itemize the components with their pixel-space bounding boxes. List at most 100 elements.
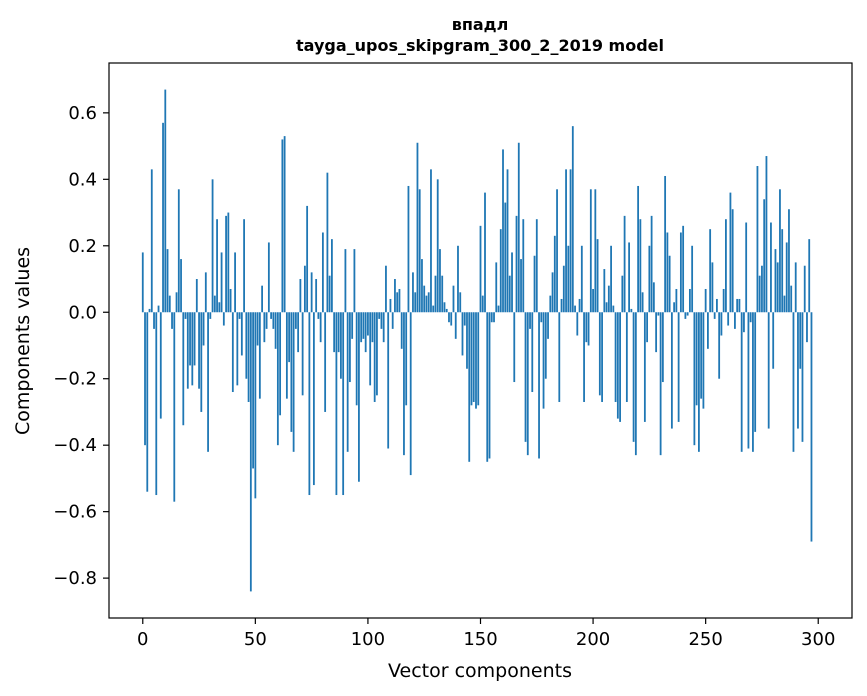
bar-168 [520,259,522,313]
bar-151 [481,295,484,313]
bar-120 [412,272,414,313]
bar-158 [497,305,500,313]
bar-244 [691,245,694,313]
bar-62 [281,139,284,313]
bar-17 [180,259,182,313]
bar-89 [342,312,345,496]
bar-38 [227,212,230,313]
x-tick-label: 100 [351,629,385,650]
bar-152 [484,192,486,313]
bar-257 [720,312,723,336]
bar-0 [141,252,144,313]
bar-231 [661,312,664,383]
bar-1 [144,312,146,446]
bar-75 [310,272,313,313]
x-tick-label: 200 [576,629,610,650]
bar-2 [146,312,149,492]
bar-11 [166,249,169,313]
y-tick-label: 0.4 [68,169,97,190]
bar-66 [290,312,293,432]
bar-4 [150,169,153,313]
bar-69 [297,312,300,353]
y-axis-ticks: −0.8 −0.6 −0.4 −0.2 0.0 0.2 0.4 0.6 [53,103,109,589]
bar-58 [272,312,275,329]
bar-31 [211,179,214,313]
bar-134 [443,302,446,313]
bar-200 [592,288,594,313]
bar-88 [340,312,342,379]
bar-216 [628,242,630,313]
bar-50 [254,312,257,499]
bar-202 [596,239,599,313]
bar-79 [319,312,322,343]
bar-133 [441,275,444,313]
bar-185 [558,312,561,402]
bar-32 [213,295,216,313]
bar-148 [475,312,477,409]
bar-249 [702,312,705,409]
bar-12 [168,295,171,313]
bar-265 [738,298,741,313]
bar-242 [686,312,689,316]
bar-205 [603,269,606,313]
bar-64 [285,312,288,399]
bar-197 [585,312,588,343]
bar-22 [191,312,194,386]
bar-113 [396,292,399,313]
bar-125 [423,285,426,313]
bar-155 [490,312,493,323]
bar-41 [234,252,236,313]
bar-215 [625,312,628,402]
title-line-1: впадл [452,15,509,34]
bar-283 [779,189,781,313]
bar-129 [432,305,435,313]
bar-289 [792,312,795,452]
bar-173 [531,312,534,393]
bar-164 [511,252,513,313]
bar-180 [547,312,549,339]
bar-138 [452,285,455,313]
bar-149 [477,312,480,406]
bar-16 [177,189,180,313]
bar-128 [430,169,432,313]
bar-35 [220,252,223,313]
bar-219 [634,312,637,456]
bar-96 [358,312,360,482]
bar-60 [276,312,279,446]
bar-92 [349,312,351,383]
bar-135 [445,308,448,313]
bar-291 [797,312,799,429]
bar-190 [569,169,572,313]
bar-93 [351,312,354,339]
bar-140 [457,245,459,313]
bar-20 [186,312,189,389]
bar-221 [639,219,642,313]
bar-186 [560,298,563,313]
bar-100 [367,312,369,336]
bar-274 [758,275,761,313]
bar-10 [164,89,167,313]
bar-203 [598,312,601,396]
bar-29 [207,312,209,452]
bar-34 [218,302,221,313]
bar-194 [578,298,581,313]
bar-196 [583,312,585,402]
bar-201 [594,189,597,313]
bar-95 [355,312,358,406]
bar-282 [776,262,779,313]
x-tick-label: 250 [688,629,722,650]
bar-174 [533,255,536,313]
bar-295 [806,312,808,343]
bar-80 [321,232,324,313]
bar-46 [245,312,248,379]
bar-109 [387,312,390,449]
bar-124 [421,259,423,313]
bar-163 [508,275,511,313]
bar-245 [693,312,696,446]
bar-36 [222,312,225,326]
bar-99 [364,312,367,353]
bar-81 [324,312,327,412]
bar-275 [761,265,763,313]
bar-211 [616,312,619,419]
y-tick-label: −0.2 [53,369,97,390]
